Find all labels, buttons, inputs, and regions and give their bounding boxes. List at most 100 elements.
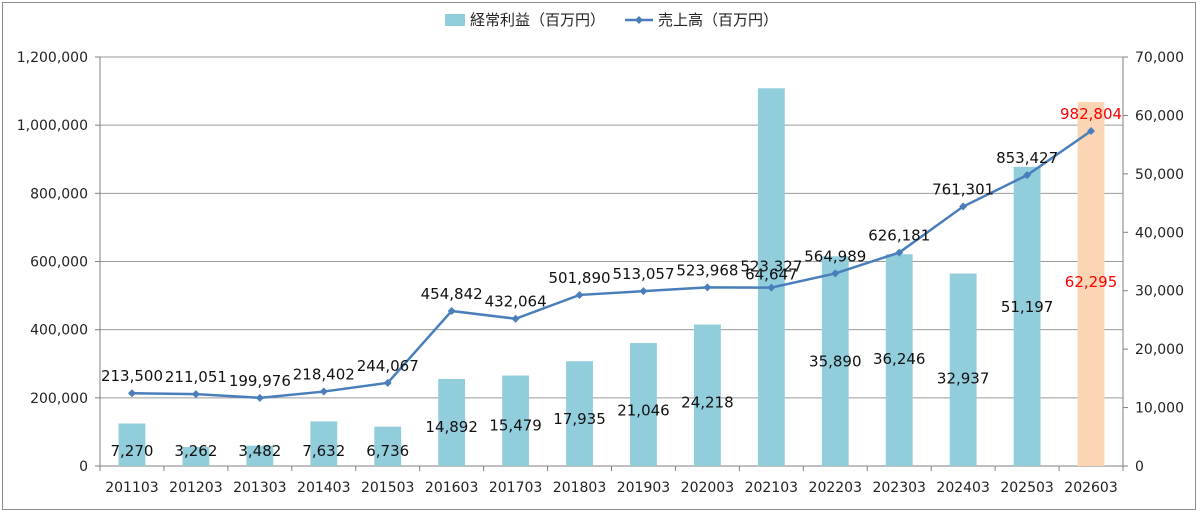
- bar: [310, 421, 338, 466]
- x-tick-label: 201203: [169, 480, 222, 496]
- bar: [949, 273, 977, 466]
- bar: [374, 426, 402, 466]
- y-left-tick-label: 1,000,000: [17, 118, 88, 134]
- line-point: [895, 248, 904, 257]
- y-right-tick-label: 30,000: [1135, 284, 1184, 300]
- line-point: [767, 283, 776, 292]
- bar-data-label: 3,482: [238, 442, 281, 460]
- y-left-tick-label: 0: [79, 459, 88, 475]
- line-data-label: 199,976: [229, 372, 291, 390]
- line-data-label: 626,181: [868, 227, 930, 245]
- y-left-tick-label: 1,200,000: [17, 50, 88, 66]
- bar: [630, 343, 657, 466]
- x-tick-label: 202103: [745, 480, 798, 496]
- y-left-tick-label: 800,000: [30, 186, 88, 202]
- bar-data-label: 6,736: [366, 442, 409, 460]
- line-data-label: 982,804: [1060, 105, 1122, 123]
- y-right-tick-label: 0: [1135, 459, 1144, 475]
- bar: [693, 324, 721, 466]
- y-right-tick-label: 40,000: [1135, 225, 1184, 241]
- bar-data-label: 7,270: [110, 442, 153, 460]
- y-right-tick-label: 60,000: [1135, 108, 1184, 124]
- x-tick-label: 202403: [936, 480, 989, 496]
- line-data-label: 523,327: [740, 258, 802, 276]
- bar: [118, 423, 146, 466]
- line-point: [447, 306, 456, 315]
- bar-data-label: 7,632: [302, 442, 345, 460]
- y-right-tick-label: 10,000: [1135, 401, 1184, 417]
- line-series: [131, 129, 1092, 400]
- x-tick-label: 201703: [489, 480, 542, 496]
- line-point: [959, 202, 968, 211]
- line-data-label: 501,890: [549, 269, 611, 287]
- bar: [566, 361, 593, 466]
- bar: [502, 375, 530, 466]
- bar-data-label: 36,246: [873, 350, 926, 368]
- line-point: [191, 390, 200, 399]
- bar-data-label: 32,937: [937, 370, 990, 388]
- legend-marker-line: [635, 16, 643, 24]
- line-point: [1023, 171, 1032, 180]
- y-left-tick-label: 600,000: [30, 255, 88, 271]
- line-data-label: 454,842: [421, 285, 483, 303]
- x-tick-label: 201803: [553, 480, 606, 496]
- bar-data-label: 21,046: [617, 402, 670, 420]
- line-point: [575, 290, 584, 299]
- x-tick-label: 202303: [872, 480, 925, 496]
- bar-data-label: 17,935: [553, 410, 606, 428]
- x-tick-label: 201403: [297, 480, 350, 496]
- line-data-label: 853,427: [996, 149, 1058, 167]
- bar-data-label: 15,479: [489, 416, 542, 434]
- x-tick-label: 202503: [1000, 480, 1053, 496]
- y-right-tick-label: 50,000: [1135, 167, 1184, 183]
- bar-data-label: 64,647: [745, 266, 798, 284]
- y-right-tick-label: 70,000: [1135, 50, 1184, 66]
- bar-data-label: 24,218: [681, 393, 734, 411]
- x-tick-label: 201103: [105, 480, 158, 496]
- line-point: [383, 378, 392, 387]
- y-right-tick-label: 20,000: [1135, 342, 1184, 358]
- line-data-label: 213,500: [101, 367, 163, 385]
- line-data-label: 523,968: [676, 261, 738, 279]
- bar-data-label: 3,262: [174, 442, 217, 460]
- bar: [757, 88, 785, 466]
- line-data-label: 211,051: [165, 368, 227, 386]
- line-point: [1087, 127, 1096, 136]
- legend-swatch-bar: [445, 14, 465, 26]
- x-tick-label: 202603: [1064, 480, 1117, 496]
- bar: [246, 445, 274, 466]
- y-left-tick-label: 200,000: [30, 391, 88, 407]
- legend-label-bar: 経常利益（百万円）: [470, 11, 605, 29]
- line-point: [831, 269, 840, 278]
- bar-data-label: 51,197: [1001, 298, 1054, 316]
- bar: [182, 446, 210, 466]
- bar: [1013, 166, 1041, 467]
- x-tick-label: 201303: [233, 480, 286, 496]
- line-point: [639, 287, 648, 296]
- bar: [885, 254, 913, 466]
- bar: [438, 378, 466, 466]
- x-tick-label: 201603: [425, 480, 478, 496]
- x-tick-label: 202203: [809, 480, 862, 496]
- line-data-label: 432,064: [485, 293, 547, 311]
- line-data-label: 761,301: [932, 181, 994, 199]
- legend-label-line: 売上高（百万円）: [658, 11, 778, 29]
- bar-data-label: 14,892: [425, 418, 478, 436]
- line-point: [127, 389, 136, 398]
- x-tick-label: 201903: [617, 480, 670, 496]
- x-tick-label: 202003: [681, 480, 734, 496]
- line-point: [255, 393, 264, 402]
- x-tick-label: 201503: [361, 480, 414, 496]
- y-left-tick-label: 400,000: [30, 323, 88, 339]
- line-point: [511, 314, 520, 323]
- line-data-label: 218,402: [293, 366, 355, 384]
- line-data-label: 244,067: [357, 357, 419, 375]
- bar: [1077, 102, 1105, 466]
- line-point: [319, 387, 328, 396]
- bar-data-label: 35,890: [809, 352, 862, 370]
- line-data-label: 513,057: [612, 265, 674, 283]
- line-point: [703, 283, 712, 292]
- bar: [821, 256, 849, 466]
